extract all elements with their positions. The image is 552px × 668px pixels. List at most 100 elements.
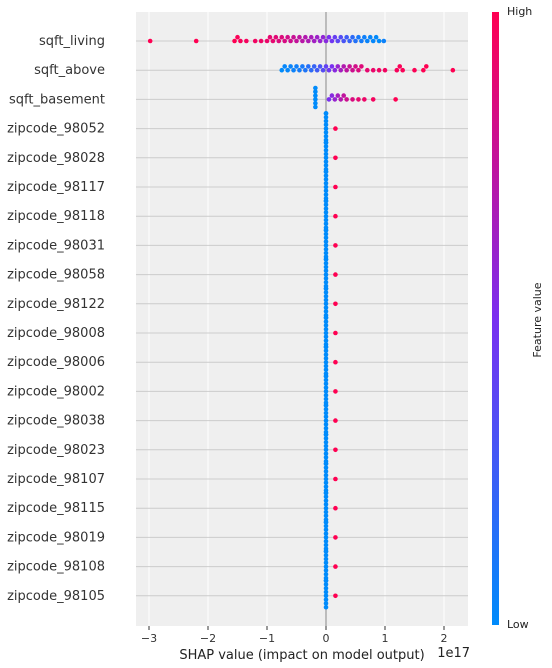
shap-point bbox=[323, 268, 329, 274]
shap-point bbox=[279, 67, 285, 73]
shap-point bbox=[333, 389, 338, 394]
shap-point bbox=[323, 447, 329, 453]
shap-point bbox=[232, 38, 237, 44]
shap-point bbox=[323, 338, 329, 343]
shap-point bbox=[314, 67, 320, 73]
feature-label: zipcode_98008 bbox=[7, 326, 105, 341]
shap-point bbox=[365, 67, 370, 73]
shap-point bbox=[397, 64, 403, 69]
shap-point bbox=[323, 484, 329, 489]
shap-point bbox=[323, 535, 329, 540]
shap-point bbox=[341, 38, 347, 44]
feature-label: zipcode_98117 bbox=[7, 180, 105, 195]
shap-point bbox=[288, 38, 293, 44]
shap-point bbox=[270, 38, 276, 44]
shap-point bbox=[323, 542, 329, 548]
shap-point bbox=[323, 560, 329, 566]
shap-point bbox=[323, 293, 329, 299]
shap-point bbox=[323, 513, 329, 519]
shap-point bbox=[285, 67, 290, 73]
shap-point bbox=[313, 97, 318, 102]
shap-point bbox=[323, 276, 329, 281]
shap-point bbox=[341, 64, 347, 69]
shap-point bbox=[323, 451, 329, 456]
shap-point bbox=[291, 34, 296, 40]
shap-point bbox=[333, 155, 338, 161]
shap-point bbox=[303, 67, 308, 73]
x-scale-offset: 1e17 bbox=[437, 646, 470, 661]
shap-point bbox=[323, 601, 329, 606]
colorbar bbox=[492, 12, 499, 625]
shap-point bbox=[333, 564, 338, 569]
shap-point bbox=[323, 359, 329, 365]
shap-point bbox=[294, 64, 299, 69]
feature-label: sqft_above bbox=[34, 63, 105, 78]
feature-label: zipcode_98002 bbox=[7, 384, 105, 399]
shap-point bbox=[323, 64, 329, 69]
shap-point bbox=[267, 34, 273, 40]
shap-point bbox=[370, 97, 376, 102]
shap-point bbox=[323, 151, 329, 157]
shap-point bbox=[273, 34, 279, 40]
shap-point bbox=[323, 356, 329, 361]
x-tick-label: −3 bbox=[141, 632, 157, 645]
shap-point bbox=[412, 67, 417, 73]
shap-point bbox=[323, 465, 329, 470]
shap-point bbox=[323, 418, 329, 423]
shap-point bbox=[333, 447, 338, 453]
shap-point bbox=[323, 305, 329, 310]
x-tick-label: 0 bbox=[323, 632, 330, 645]
shap-point bbox=[323, 144, 329, 149]
shap-point bbox=[323, 180, 329, 186]
shap-point bbox=[323, 169, 329, 175]
shap-point bbox=[356, 34, 361, 40]
shap-point bbox=[303, 34, 308, 40]
shap-point bbox=[320, 67, 326, 73]
shap-point bbox=[382, 67, 388, 73]
shap-point bbox=[288, 64, 293, 69]
shap-point bbox=[323, 494, 329, 500]
shap-point bbox=[323, 432, 329, 437]
shap-point bbox=[323, 235, 329, 241]
feature-label: zipcode_98023 bbox=[7, 443, 105, 458]
shap-point bbox=[323, 319, 329, 324]
shap-point bbox=[323, 498, 329, 503]
shap-point bbox=[252, 38, 258, 44]
shap-point bbox=[297, 67, 302, 73]
shap-point bbox=[333, 184, 338, 190]
shap-point bbox=[350, 97, 355, 102]
shap-point bbox=[323, 184, 329, 190]
shap-point bbox=[323, 198, 329, 204]
shap-point bbox=[347, 38, 352, 44]
x-ticks: −3 −2 −1 0 1 2 bbox=[141, 626, 448, 645]
shap-point bbox=[323, 118, 329, 124]
shap-point bbox=[323, 202, 329, 208]
shap-point bbox=[393, 97, 398, 102]
shap-point bbox=[323, 133, 329, 139]
shap-point bbox=[323, 243, 329, 248]
shap-point bbox=[323, 509, 329, 515]
grid-lines bbox=[136, 12, 468, 626]
shap-point bbox=[323, 188, 329, 194]
shap-point bbox=[335, 38, 341, 44]
shap-point bbox=[294, 38, 299, 44]
shap-point bbox=[323, 231, 329, 237]
shap-point bbox=[147, 38, 153, 44]
shap-point bbox=[323, 250, 329, 256]
shap-point bbox=[323, 286, 329, 291]
shap-point bbox=[323, 582, 329, 587]
shap-point bbox=[323, 334, 329, 340]
feature-label: zipcode_98115 bbox=[7, 501, 105, 516]
shap-point bbox=[329, 64, 335, 69]
shap-point bbox=[362, 34, 367, 40]
feature-label: sqft_living bbox=[39, 34, 105, 49]
shap-point bbox=[238, 38, 243, 44]
feature-label: zipcode_98031 bbox=[7, 238, 105, 253]
shap-point bbox=[338, 34, 344, 40]
shap-point bbox=[323, 155, 329, 161]
shap-point bbox=[323, 111, 329, 116]
feature-label: zipcode_98038 bbox=[7, 414, 105, 429]
shap-point bbox=[323, 114, 329, 120]
shap-point bbox=[323, 564, 329, 569]
shap-point bbox=[323, 352, 329, 357]
